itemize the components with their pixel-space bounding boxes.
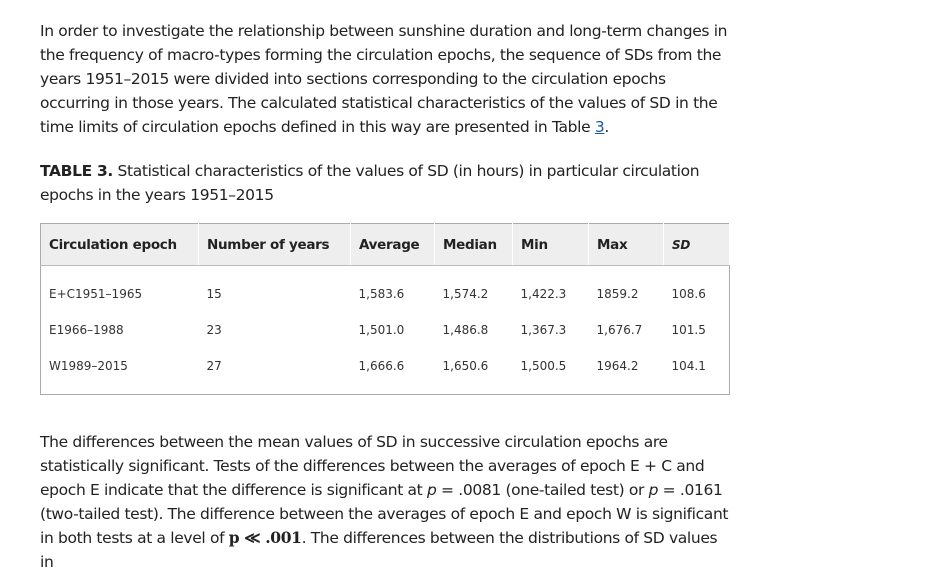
content: In order to investigate the relationship… (40, 19, 732, 207)
table-row: E+C1951–1965 15 1,583.6 1,574.2 1,422.3 1859.… (41, 266, 730, 313)
table-cell: 1,583.6 (358, 287, 405, 301)
text: The differences between the mean values … (40, 433, 705, 499)
table-row: E1966–1988 23 1,501.0 1,486.8 1,367.3 1,676.7… (41, 312, 730, 348)
text: = .0161 (two-tailed test). The differenc… (40, 481, 729, 547)
table-cell: 1,501.0 (358, 323, 405, 337)
variable: p (648, 481, 659, 499)
text: = .0081 (one-tailed test) or (436, 481, 649, 499)
column-header: Average (350, 223, 435, 266)
table-body: E+C1951–1965 15 1,583.6 1,574.2 1,422.3 1859.… (41, 266, 730, 395)
table-cell: 1,367.3 (520, 323, 567, 337)
column-header: Max (588, 223, 664, 266)
table-cell: 101.5 (671, 323, 706, 337)
math: p ≪ .001 (228, 528, 302, 547)
table-cell: 1,422.3 (520, 287, 567, 301)
table-cell: 1964.2 (596, 359, 639, 373)
table-cell: 1,666.6 (358, 359, 405, 373)
table-link[interactable]: 3 (594, 118, 605, 136)
table-cell: 1,574.2 (442, 287, 489, 301)
table-cell: E+C1951–1965 (49, 287, 143, 301)
table-cell: 108.6 (671, 287, 706, 301)
table-cell: W1989–2015 (49, 359, 128, 373)
table-cell: 104.1 (671, 359, 706, 373)
table-caption: TABLE 3. Statistical characteristics of … (40, 159, 700, 207)
text: . (604, 118, 609, 136)
data-table: Circulation epoch Number of years Average M… (40, 223, 730, 395)
column-header: Circulation epoch (40, 223, 199, 266)
table-cell: 27 (206, 359, 222, 373)
table-cell: 1,486.8 (442, 323, 489, 337)
table-row: W1989–2015 27 1,666.6 1,650.6 1,500.5 1964.2 1… (41, 348, 730, 395)
column-header: Number of years (198, 223, 351, 266)
table-cell: 23 (206, 323, 222, 337)
table-cell: E1966–1988 (49, 323, 124, 337)
text: In order to investigate the relationship… (40, 22, 728, 136)
page: Document html, body { margin: 0; padding… (40, 19, 732, 571)
caption-text: Statistical characteristics of the value… (40, 162, 700, 204)
table-cell: 1,650.6 (442, 359, 489, 373)
column-header: SD (663, 223, 730, 266)
header-row: Circulation epoch Number of years Average M… (40, 223, 730, 266)
variable: p (426, 481, 437, 499)
table-cell: 1,500.5 (520, 359, 567, 373)
page-body: {"paragraphs": [ {"runs": ["In order to … (40, 19, 732, 571)
paragraph: The differences between the mean values … (40, 430, 732, 574)
paragraph: In order to investigate the relationship… (40, 19, 732, 139)
table-cell: 15 (206, 287, 222, 301)
column-header: Median (434, 223, 513, 266)
table-cell: 1859.2 (596, 287, 639, 301)
table-label: TABLE 3. (40, 162, 113, 180)
column-header: Min (512, 223, 589, 266)
table-cell: 1,676.7 (596, 323, 643, 337)
